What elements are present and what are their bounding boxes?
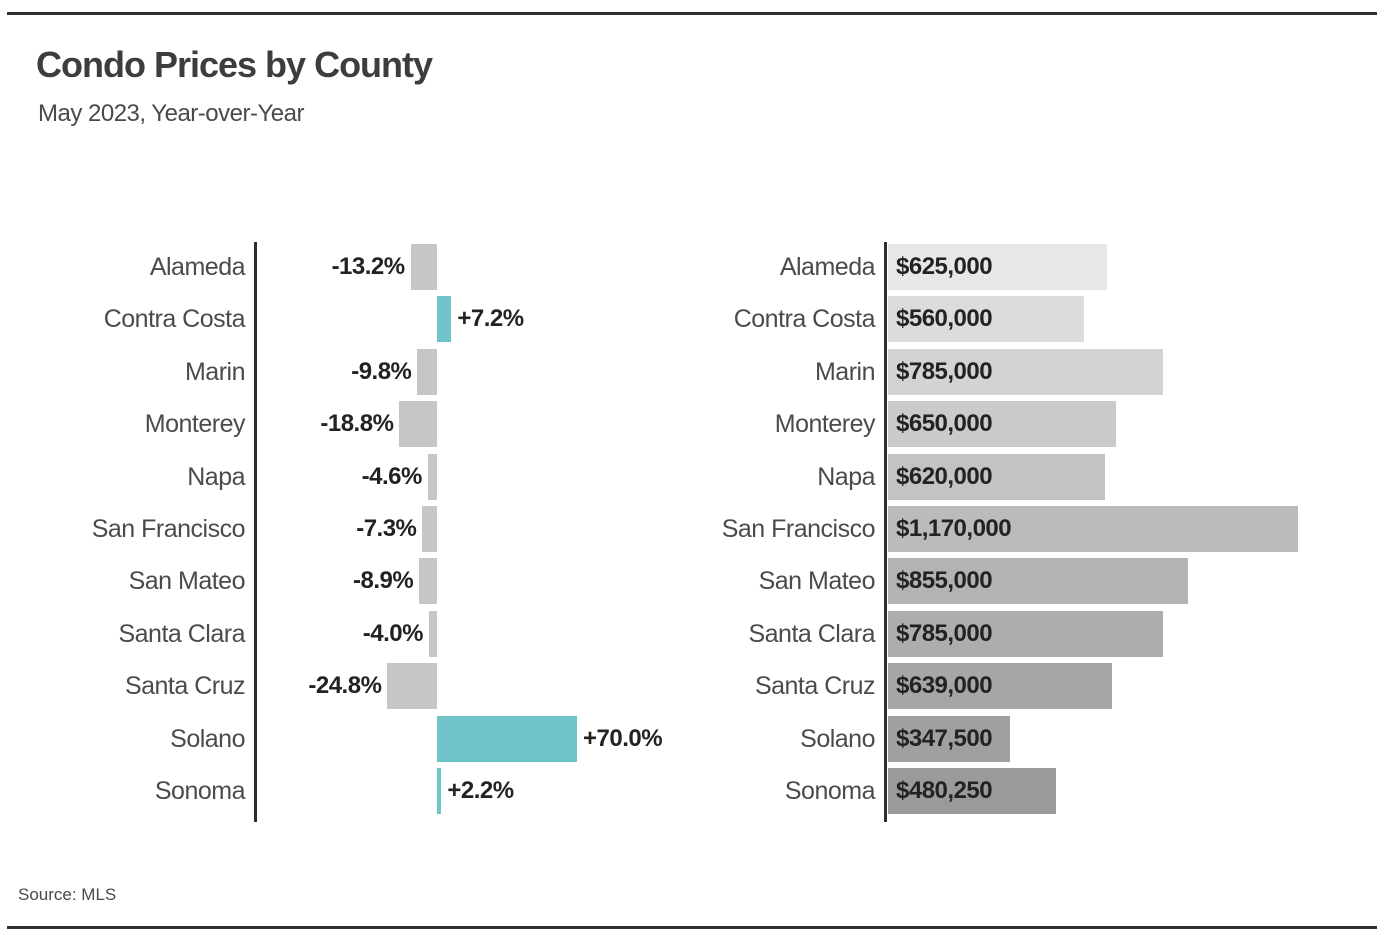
category-label: San Mateo [758, 567, 876, 596]
category-label: Napa [187, 462, 245, 491]
category-label: Sonoma [784, 777, 876, 805]
price-bar [888, 715, 1010, 762]
pct-bar [427, 453, 437, 500]
pct-value-label: -24.8% [308, 672, 382, 700]
category-label: Contra Costa [103, 305, 246, 334]
category-label: Marin [814, 357, 876, 386]
price-bar [888, 768, 1057, 814]
pct-bar [422, 506, 437, 552]
category-label: Santa Clara [748, 619, 875, 648]
category-label: Santa Cruz [754, 672, 876, 701]
pct-value-label: +2.2% [447, 777, 514, 804]
price-chart-axis-line [884, 242, 887, 822]
pct-bar [419, 558, 437, 605]
page-subtitle: May 2023, Year-over-Year [38, 100, 304, 127]
pct-value-label: -7.3% [356, 515, 417, 542]
price-value-label: $480,250 [896, 777, 993, 804]
pct-value-label: +70.0% [583, 724, 663, 752]
category-label: Solano [800, 724, 875, 753]
price-value-label: $785,000 [896, 357, 993, 385]
pct-bar [410, 244, 437, 290]
page-title: Condo Prices by County [36, 44, 433, 85]
top-rule [7, 12, 1377, 15]
price-bar [888, 558, 1188, 605]
price-bar [888, 401, 1116, 448]
price-bar [888, 506, 1298, 552]
price-value-label: $560,000 [896, 305, 993, 333]
pct-bar [399, 401, 437, 448]
category-label: San Mateo [128, 567, 246, 596]
category-label: Alameda [149, 253, 246, 281]
price-value-label: $650,000 [896, 410, 993, 438]
price-bar [888, 610, 1164, 657]
category-label: Santa Clara [118, 619, 245, 648]
price-bar [888, 663, 1112, 710]
bottom-rule [7, 926, 1377, 929]
price-value-label: $347,500 [896, 724, 993, 752]
pct-bar [387, 663, 437, 710]
price-value-label: $855,000 [896, 567, 993, 595]
pct-bar [437, 768, 442, 814]
price-value-label: $620,000 [896, 462, 993, 490]
category-label: Santa Cruz [124, 672, 246, 701]
category-label: Contra Costa [733, 305, 876, 334]
pct-bar [429, 610, 437, 657]
category-label: Marin [184, 357, 246, 386]
pct-value-label: -4.0% [362, 619, 424, 647]
pct-bar [437, 715, 577, 762]
category-label: San Francisco [721, 515, 876, 543]
price-bar [888, 244, 1107, 290]
pct-value-label: -13.2% [331, 253, 406, 280]
pct-bar [417, 348, 437, 395]
price-value-label: $1,170,000 [896, 515, 1012, 542]
price-bar [888, 296, 1085, 343]
pct-value-label: -4.6% [361, 462, 423, 490]
category-label: San Francisco [91, 515, 246, 543]
price-bar [888, 348, 1164, 395]
price-value-label: $639,000 [896, 672, 993, 700]
source-note: Source: MLS [18, 885, 117, 904]
pct-bar [437, 296, 452, 343]
pct-value-label: -9.8% [351, 357, 412, 385]
yoy-chart-axis-line [254, 242, 257, 822]
category-label: Monterey [774, 410, 876, 439]
price-value-label: $785,000 [896, 619, 993, 647]
category-label: Napa [817, 462, 875, 491]
pct-value-label: -8.9% [353, 567, 414, 595]
category-label: Sonoma [154, 777, 246, 805]
price-bar [888, 453, 1106, 500]
category-label: Solano [170, 724, 245, 753]
category-label: Alameda [779, 253, 876, 281]
pct-value-label: +7.2% [457, 305, 524, 333]
price-value-label: $625,000 [896, 253, 993, 280]
category-label: Monterey [144, 410, 246, 439]
pct-value-label: -18.8% [320, 410, 394, 438]
